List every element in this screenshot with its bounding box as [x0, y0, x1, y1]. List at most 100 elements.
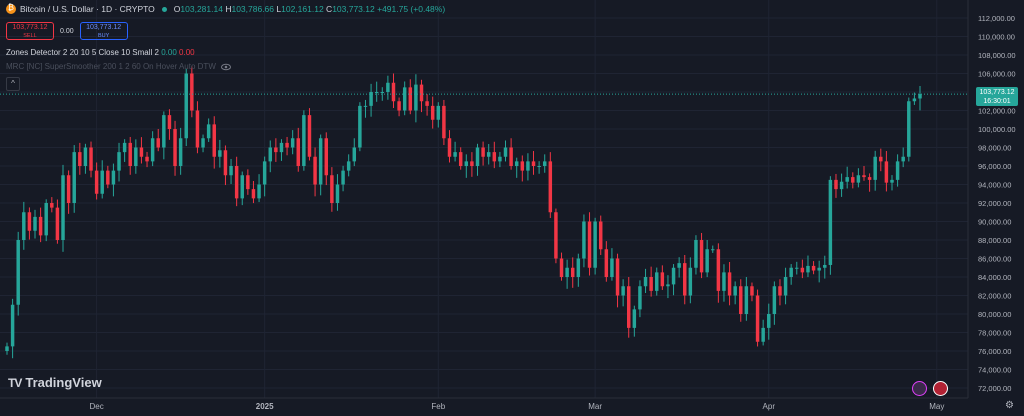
y-tick-label: 112,000.00	[978, 14, 1015, 23]
candle-body	[884, 161, 889, 183]
candle-body	[694, 240, 698, 268]
candle-body	[526, 161, 530, 171]
candle-body	[733, 286, 737, 296]
y-tick-label: 86,000.00	[978, 255, 1011, 264]
candle-body	[173, 129, 177, 166]
flag-icon[interactable]	[933, 381, 948, 396]
collapse-arrow-icon[interactable]: ^	[6, 77, 20, 91]
eye-icon[interactable]	[221, 63, 232, 71]
candle-body	[55, 207, 60, 240]
candle-body	[139, 147, 144, 157]
candle-body	[229, 166, 233, 176]
candle-body	[834, 179, 838, 190]
trade-panel: 103,773.12 SELL 0.00 103,773.12 BUY	[6, 22, 128, 40]
x-tick-label: Dec	[90, 402, 104, 411]
symbol-title[interactable]: Bitcoin / U.S. Dollar · 1D · CRYPTO	[20, 4, 155, 14]
candle-body	[419, 84, 424, 102]
candle-body	[178, 138, 183, 166]
last-price-value: 103,773.12	[979, 89, 1015, 96]
candle-body	[800, 267, 805, 273]
candle-body	[867, 177, 872, 180]
candle-body	[492, 152, 497, 162]
candle-body	[50, 203, 54, 208]
candle-body	[739, 286, 743, 314]
candle-body	[341, 170, 345, 185]
candle-body	[268, 147, 272, 162]
candle-body	[711, 249, 715, 251]
alert-icon[interactable]	[912, 381, 927, 396]
candle-body	[408, 87, 413, 111]
candle-body	[10, 304, 15, 347]
price-axis-bg	[968, 0, 1024, 416]
candle-body	[464, 161, 469, 166]
candle-body	[666, 284, 670, 287]
candle-body	[643, 277, 648, 287]
candle-body	[380, 92, 385, 93]
candle-body	[78, 152, 82, 166]
candle-body	[582, 221, 586, 259]
open-value: 103,281.14	[180, 4, 223, 14]
settings-icon[interactable]: ⚙	[1005, 400, 1014, 411]
candle-body	[150, 138, 155, 162]
candle-body	[649, 277, 653, 291]
candle-body	[234, 166, 239, 199]
zones-detector-indicator[interactable]: Zones Detector 2 20 10 5 Close 10 Small …	[6, 48, 195, 57]
candle-body	[683, 263, 687, 296]
zones-value-2: 0.00	[179, 48, 195, 57]
candle-body	[862, 175, 866, 178]
candle-body	[638, 286, 642, 310]
y-tick-label: 82,000.00	[978, 292, 1011, 301]
sell-button[interactable]: 103,773.12 SELL	[6, 22, 54, 40]
candle-body	[699, 240, 704, 273]
y-tick-label: 96,000.00	[978, 162, 1011, 171]
x-tick-label: 2025	[256, 402, 274, 411]
tradingview-logo[interactable]: TV TradingView	[8, 375, 102, 390]
candle-body	[66, 175, 71, 203]
candle-body	[285, 142, 289, 148]
candle-body	[106, 170, 110, 185]
candle-body	[453, 152, 457, 157]
supersmoother-indicator[interactable]: MRC [NC] SuperSmoother 200 1 2 60 On Hov…	[6, 62, 232, 71]
candle-body	[570, 267, 575, 277]
candle-body	[604, 249, 609, 277]
candle-body	[374, 92, 379, 93]
candle-body	[839, 181, 844, 190]
candle-body	[789, 267, 793, 277]
buy-button[interactable]: 103,773.12 BUY	[79, 22, 128, 40]
candle-body	[688, 267, 693, 296]
y-tick-label: 80,000.00	[978, 310, 1011, 319]
tradingview-mark-icon: TV	[8, 375, 22, 390]
close-value: 103,773.12	[332, 4, 375, 14]
candle-body	[548, 161, 553, 213]
candle-body	[5, 346, 9, 351]
candle-body	[335, 184, 340, 203]
candle-body	[778, 286, 782, 296]
candle-body	[509, 147, 513, 166]
candle-body	[16, 240, 20, 305]
candle-body	[873, 156, 877, 180]
change-value: +491.75 (+0.48%)	[377, 4, 446, 14]
candle-body	[537, 166, 541, 167]
ohlc-values: O103,281.14 H103,786.66 L102,161.12 C103…	[173, 4, 446, 14]
candle-body	[117, 152, 121, 171]
candle-body	[621, 286, 625, 296]
candle-body	[190, 73, 194, 111]
candle-body	[313, 156, 317, 185]
candle-body	[442, 105, 446, 139]
candle-body	[767, 314, 771, 328]
buy-label: BUY	[97, 33, 110, 39]
y-tick-label: 102,000.00	[978, 107, 1016, 116]
y-tick-label: 72,000.00	[978, 384, 1011, 393]
candle-body	[817, 267, 821, 271]
candle-body	[246, 175, 250, 190]
candle-body	[156, 138, 160, 148]
candle-body	[61, 175, 65, 240]
candle-body	[33, 216, 37, 231]
buy-price: 103,773.12	[86, 24, 122, 31]
candle-body	[425, 101, 429, 106]
y-tick-label: 98,000.00	[978, 144, 1011, 153]
candle-body	[677, 263, 681, 268]
y-tick-label: 90,000.00	[978, 218, 1011, 227]
candle-body	[296, 138, 301, 166]
low-value: 102,161.12	[281, 4, 324, 14]
